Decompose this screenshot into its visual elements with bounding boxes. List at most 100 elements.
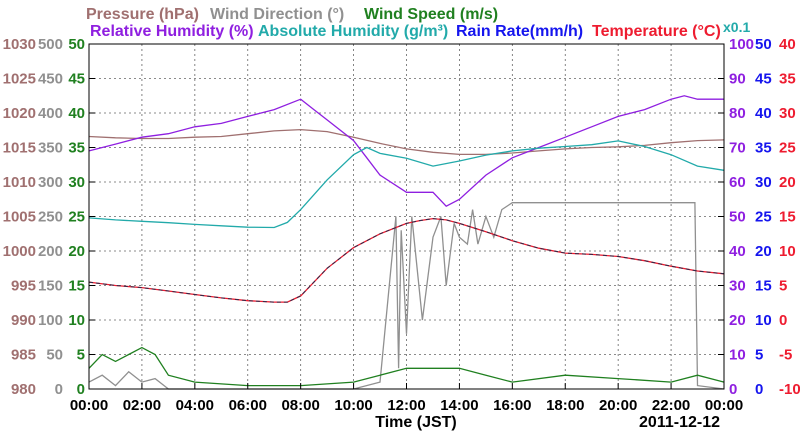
tick-label-temperature: 5 — [779, 278, 787, 295]
tick-label-rain: 10 — [755, 312, 772, 329]
series-wind-direction — [88, 202, 725, 390]
x-tick-label: 22:00 — [652, 397, 690, 414]
x-tick-label: 12:00 — [387, 397, 425, 414]
x-tick-label: 04:00 — [176, 397, 214, 414]
tick-label-humidity: 100 — [729, 36, 754, 53]
legend-rain-rate: Rain Rate(mm/h) — [456, 23, 583, 40]
tick-label-temperature: 0 — [779, 312, 787, 329]
series-absolute-humidity-g-m — [88, 140, 725, 229]
tick-label-wind-speed: 15 — [68, 278, 85, 295]
tick-label-humidity: 50 — [729, 209, 746, 226]
series-wind-speed-m-s — [88, 346, 725, 387]
tick-label-wind-speed: 35 — [68, 140, 85, 157]
tick-label-wind-direction: 450 — [38, 71, 63, 88]
tick-label-temperature: -5 — [779, 347, 792, 364]
x-tick-label: 20:00 — [599, 397, 637, 414]
x-tick-label: 10:00 — [334, 397, 372, 414]
tick-label-wind-speed: 0 — [77, 381, 85, 398]
tick-label-humidity: 70 — [729, 140, 746, 157]
tick-label-humidity: 20 — [729, 312, 746, 329]
tick-label-wind-direction: 350 — [38, 140, 63, 157]
tick-label-pressure: 1020 — [3, 105, 36, 122]
tick-label-wind-direction: 200 — [38, 243, 63, 260]
tick-label-wind-direction: 400 — [38, 105, 63, 122]
tick-label-humidity: 80 — [729, 105, 746, 122]
tick-label-rain: 35 — [755, 140, 772, 157]
tick-label-temperature: 30 — [779, 105, 796, 122]
legend-wind-direction: Wind Direction (°) — [210, 6, 344, 23]
tick-label-temperature: 25 — [779, 140, 796, 157]
tick-label-rain: 20 — [755, 243, 772, 260]
tick-label-humidity: 40 — [729, 243, 746, 260]
tick-label-pressure: 995 — [11, 278, 36, 295]
tick-label-pressure: 1005 — [3, 209, 36, 226]
tick-label-wind-direction: 300 — [38, 174, 63, 191]
tick-label-wind-direction: 250 — [38, 209, 63, 226]
tick-label-wind-direction: 500 — [38, 36, 63, 53]
tick-label-temperature: 40 — [779, 36, 796, 53]
tick-label-humidity: 30 — [729, 278, 746, 295]
tick-label-wind-speed: 10 — [68, 312, 85, 329]
tick-label-wind-speed: 5 — [77, 347, 85, 364]
tick-label-pressure: 980 — [11, 381, 36, 398]
x-tick-label: 00:00 — [705, 397, 743, 414]
tick-label-pressure: 990 — [11, 312, 36, 329]
tick-label-humidity: 10 — [729, 347, 746, 364]
x-tick-label: 16:00 — [493, 397, 531, 414]
tick-label-rain: 15 — [755, 278, 772, 295]
grid — [89, 44, 724, 389]
tick-label-wind-direction: 50 — [46, 347, 63, 364]
x-tick-label: 02:00 — [123, 397, 161, 414]
tick-label-temperature: 15 — [779, 209, 796, 226]
tick-label-rain: 0 — [755, 381, 763, 398]
tick-label-wind-direction: 150 — [38, 278, 63, 295]
legend-absolute-humidity: Absolute Humidity (g/m³) — [258, 23, 448, 40]
legend-pressure: Pressure (hPa) — [86, 6, 199, 23]
tick-label-wind-speed: 25 — [68, 209, 85, 226]
tick-label-temperature: -10 — [779, 381, 800, 398]
series-temperature-dew — [88, 218, 725, 303]
x-axis-label: Time (JST) — [375, 414, 457, 431]
tick-label-wind-speed: 40 — [68, 105, 85, 122]
tick-label-rain: 50 — [755, 36, 772, 53]
legend-relative-humidity: Relative Humidity (%) — [90, 23, 254, 40]
tick-label-rain: 30 — [755, 174, 772, 191]
tick-label-wind-speed: 30 — [68, 174, 85, 191]
series-pressure-hpa — [88, 128, 725, 156]
x-tick-label: 00:00 — [70, 397, 108, 414]
x-tick-label: 08:00 — [281, 397, 319, 414]
tick-label-pressure: 1015 — [3, 140, 36, 157]
tick-label-pressure: 1030 — [3, 36, 36, 53]
legend-temperature: Temperature (°C) — [592, 23, 721, 40]
legend-x01: x0.1 — [723, 19, 750, 35]
tick-label-wind-speed: 50 — [68, 36, 85, 53]
x-tick-label: 14:00 — [440, 397, 478, 414]
x-tick-label: 18:00 — [546, 397, 584, 414]
tick-label-rain: 45 — [755, 71, 772, 88]
tick-label-pressure: 1010 — [3, 174, 36, 191]
tick-label-temperature: 35 — [779, 71, 796, 88]
date-label: 2011-12-12 — [639, 414, 720, 431]
tick-label-humidity: 0 — [729, 381, 737, 398]
axes: 1030102510201015101010051000995990985980… — [3, 36, 800, 414]
tick-label-wind-speed: 20 — [68, 243, 85, 260]
tick-label-pressure: 985 — [11, 347, 36, 364]
legend-wind-speed: Wind Speed (m/s) — [364, 6, 498, 23]
tick-label-rain: 25 — [755, 209, 772, 226]
tick-label-temperature: 20 — [779, 174, 796, 191]
tick-label-humidity: 90 — [729, 71, 746, 88]
tick-label-wind-direction: 0 — [55, 381, 63, 398]
tick-label-rain: 5 — [755, 347, 763, 364]
tick-label-pressure: 1000 — [3, 243, 36, 260]
tick-label-pressure: 1025 — [3, 71, 36, 88]
tick-label-temperature: 10 — [779, 243, 796, 260]
series-layer — [88, 95, 725, 390]
tick-label-rain: 40 — [755, 105, 772, 122]
tick-label-humidity: 60 — [729, 174, 746, 191]
x-tick-label: 06:00 — [229, 397, 267, 414]
tick-label-wind-direction: 100 — [38, 312, 63, 329]
series-relative-humidity — [88, 95, 724, 208]
tick-label-wind-speed: 45 — [68, 71, 85, 88]
